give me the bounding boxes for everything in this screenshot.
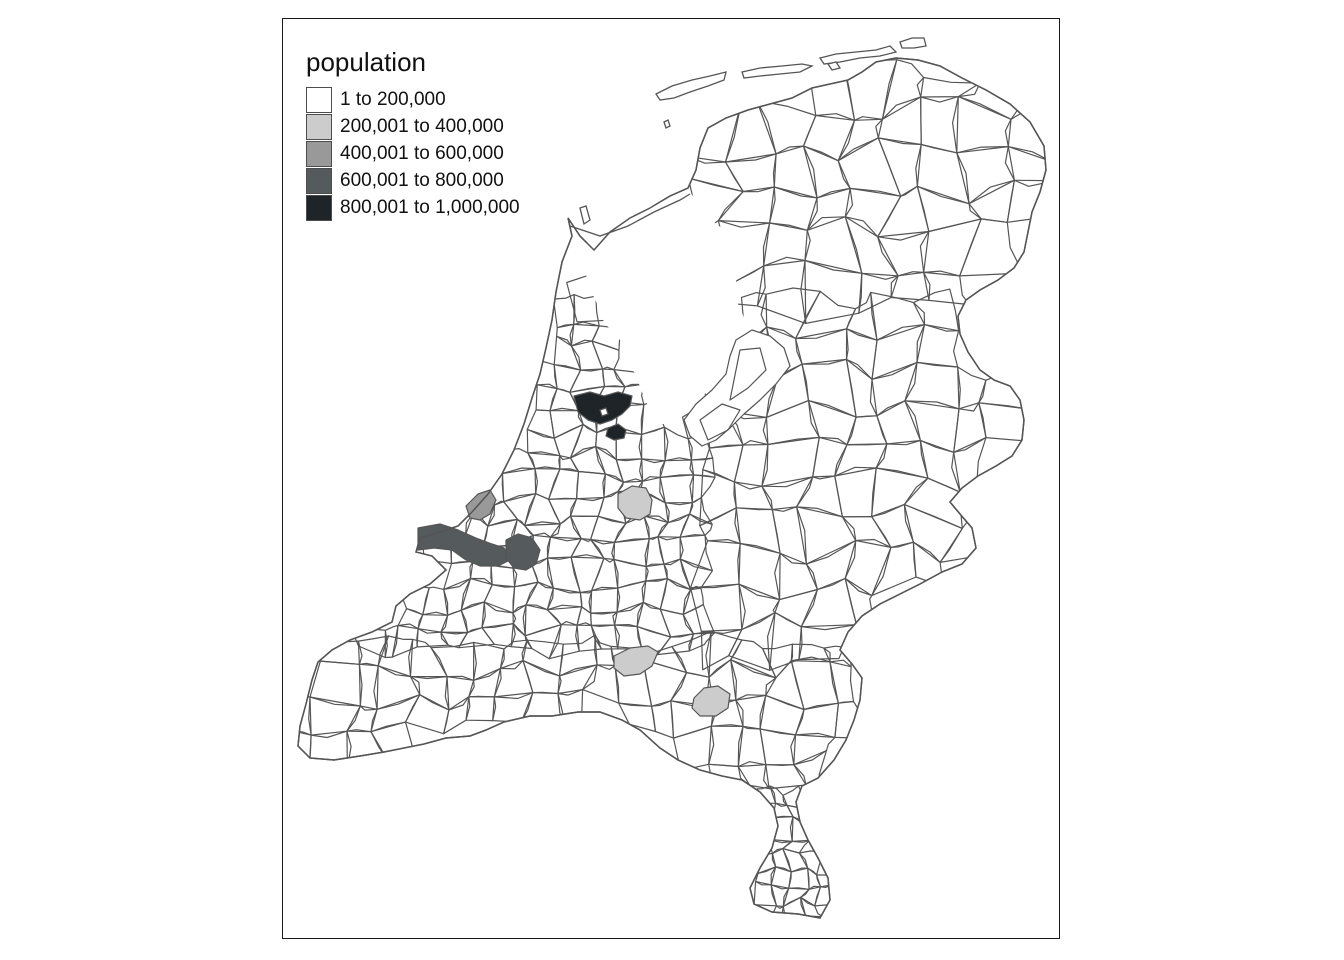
municipality: [890, 271, 931, 301]
legend-item: 800,001 to 1,000,000: [306, 194, 520, 221]
municipality: [443, 696, 471, 735]
municipality-amsterdam-south: [605, 423, 627, 441]
legend-label: 400,001 to 600,000: [340, 142, 504, 164]
island: [899, 37, 927, 49]
municipality: [729, 347, 767, 401]
legend-label: 200,001 to 400,000: [340, 115, 504, 137]
municipality: [858, 272, 899, 314]
island: [826, 61, 842, 71]
legend-label: 600,001 to 800,000: [340, 169, 504, 191]
municipality: [548, 621, 580, 660]
municipality: [384, 624, 399, 659]
legend-items: 1 to 200,000 200,001 to 400,000 400,001 to…: [306, 86, 520, 221]
municipality-amsterdam: [573, 391, 633, 425]
island: [663, 119, 671, 129]
markermeer: [620, 302, 734, 410]
municipality-rotterdam-port: [417, 523, 511, 567]
legend-item: 400,001 to 600,000: [306, 140, 520, 167]
island: [655, 71, 727, 101]
municipality: [481, 623, 516, 648]
municipality-tilburg: [613, 645, 659, 677]
legend-swatch: [306, 194, 332, 221]
legend-swatch: [306, 167, 332, 194]
map-legend: population 1 to 200,000 200,001 to 400,00…: [306, 46, 520, 221]
afsluitdijk: [569, 193, 691, 237]
municipality: [614, 624, 643, 650]
municipality: [923, 270, 971, 306]
municipality-the-hague: [465, 489, 497, 521]
legend-label: 1 to 200,000: [340, 88, 446, 110]
legend-label: 800,001 to 1,000,000: [340, 196, 520, 218]
country-outline-top: [297, 57, 1047, 919]
municipality: [465, 695, 497, 722]
municipality-utrecht: [617, 485, 653, 521]
municipality: [756, 256, 807, 324]
municipality: [416, 628, 449, 648]
municipality: [728, 611, 776, 671]
municipality: [590, 624, 620, 650]
legend-swatch: [306, 140, 332, 167]
legend-item: 1 to 200,000: [306, 86, 520, 113]
legend-title: population: [306, 47, 426, 77]
municipality: [524, 624, 562, 660]
legend-item: 600,001 to 800,000: [306, 167, 520, 194]
legend-swatch: [306, 86, 332, 113]
municipality: [391, 623, 419, 658]
municipality: [599, 407, 609, 417]
legend-item: 200,001 to 400,000: [306, 113, 520, 140]
municipality: [765, 764, 807, 790]
country-border: [297, 57, 1047, 919]
highlighted-municipalities: [417, 391, 731, 717]
municipality-eindhoven: [691, 685, 731, 717]
ijsselmeer: [580, 192, 770, 424]
municipality: [688, 632, 715, 652]
municipality: [699, 403, 741, 441]
legend-swatch: [306, 113, 332, 140]
municipality: [492, 692, 534, 723]
island: [579, 205, 591, 226]
municipality: [804, 259, 863, 324]
municipality-rotterdam-city: [505, 533, 541, 571]
island: [741, 63, 814, 79]
wadden-islands: [579, 37, 927, 226]
